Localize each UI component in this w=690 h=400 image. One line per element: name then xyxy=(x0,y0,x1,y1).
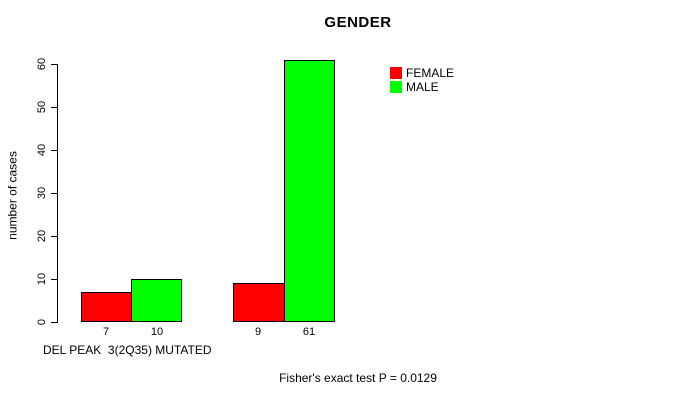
y-axis-label: number of cases xyxy=(5,151,20,240)
legend-label-female: FEMALE xyxy=(406,66,455,80)
x-axis-group-label: DEL PEAK 3(2Q35) MUTATED xyxy=(43,343,212,357)
y-axis-tick xyxy=(51,64,58,65)
y-axis-tick xyxy=(51,107,58,108)
y-axis-tick xyxy=(51,150,58,151)
bar-value-label: 9 xyxy=(254,326,262,338)
y-axis-tick xyxy=(51,279,58,280)
y-axis-tick-label: 0 xyxy=(36,318,48,326)
y-axis-tick-label: 50 xyxy=(36,100,48,114)
legend-label-male: MALE xyxy=(406,80,439,94)
y-axis-tick xyxy=(51,193,58,194)
bar-male-mutated xyxy=(284,60,335,322)
y-axis-tick-label: 60 xyxy=(36,57,48,71)
bar-female-mutated xyxy=(233,283,285,322)
legend-swatch-female xyxy=(390,67,402,79)
y-axis-tick xyxy=(51,322,58,323)
y-axis-tick-label: 20 xyxy=(36,229,48,243)
bar-male-del-peak xyxy=(131,279,182,322)
y-axis-tick-label: 30 xyxy=(36,186,48,200)
legend-item-female: FEMALE xyxy=(390,66,454,80)
bar-value-label: 10 xyxy=(150,326,164,338)
bar-value-label: 61 xyxy=(302,326,316,338)
y-axis-tick-label: 40 xyxy=(36,143,48,157)
chart-title: GENDER xyxy=(324,14,392,31)
legend-swatch-male xyxy=(390,81,402,93)
y-axis-tick xyxy=(51,236,58,237)
bar-female-del-peak xyxy=(81,292,132,322)
bar-value-label: 7 xyxy=(102,326,110,338)
statistical-test-annotation: Fisher's exact test P = 0.0129 xyxy=(279,371,437,385)
legend-item-male: MALE xyxy=(390,80,454,94)
y-axis-tick-label: 10 xyxy=(36,272,48,286)
legend: FEMALE MALE xyxy=(390,66,454,94)
